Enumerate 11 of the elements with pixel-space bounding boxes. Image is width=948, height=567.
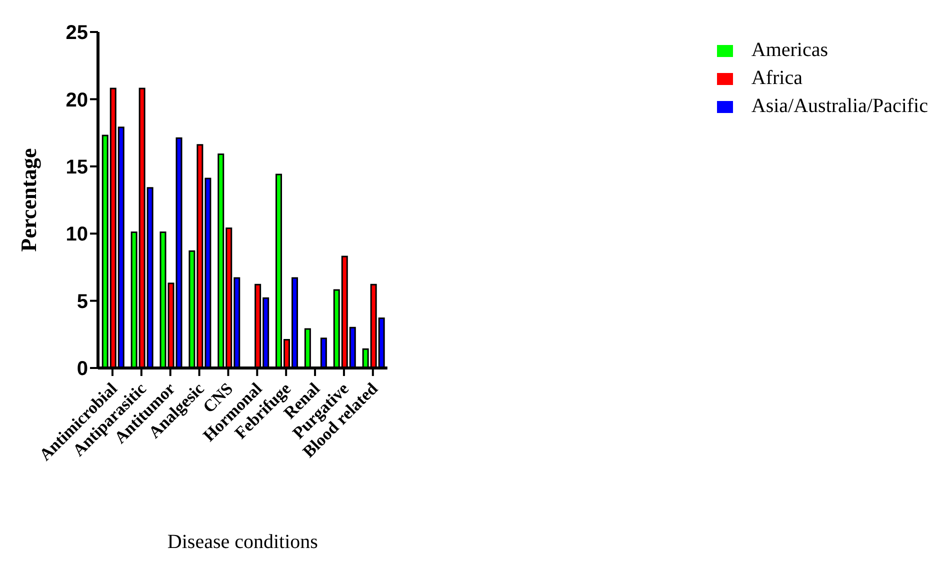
y-tick-label: 20: [66, 89, 88, 112]
x-axis-title: Disease conditions: [167, 531, 318, 553]
y-axis-title: Percentage: [16, 148, 41, 252]
legend-label: Africa: [751, 67, 802, 89]
legend-label: Asia/Australia/Pacific: [751, 95, 928, 117]
y-tick-label: 0: [76, 358, 88, 380]
y-tick-label: 5: [76, 290, 88, 313]
y-tick-label: 10: [66, 224, 88, 246]
y-tick-label: 15: [66, 156, 88, 178]
y-tick-label: 25: [66, 22, 88, 44]
legend-label: Americas: [751, 39, 828, 61]
